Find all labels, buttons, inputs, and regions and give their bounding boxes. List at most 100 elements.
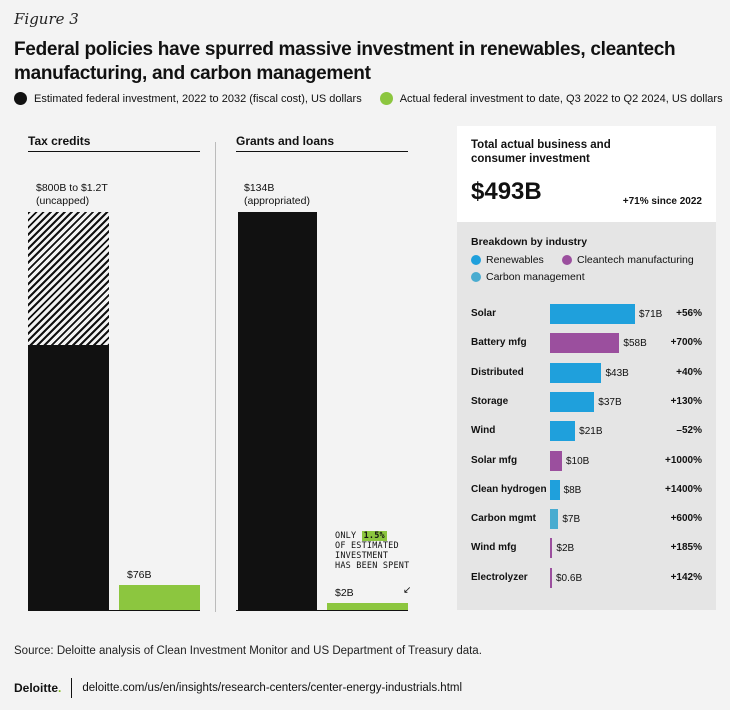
grants-heading: Grants and loans (236, 134, 335, 148)
tax-credits-estimated-label: $800B to $1.2T (uncapped) (36, 182, 108, 208)
change-label-clean-hydrogen: +1400% (665, 483, 702, 495)
cleantech-dot (562, 255, 572, 265)
change-label-solar-mfg: +1000% (665, 454, 702, 466)
note-line4: HAS BEEN SPENT (335, 561, 410, 571)
figure-label: Figure 3 (14, 10, 79, 28)
tax-est-line1: $800B to $1.2T (36, 182, 108, 194)
grants-baseline (236, 610, 408, 611)
tax-credits-rule (28, 151, 200, 152)
grants-actual-bar (327, 603, 408, 610)
bar-solar-mfg (550, 450, 562, 471)
value-label-electrolyzer: $0.6B (556, 572, 583, 584)
bar-electrolyzer (550, 567, 552, 588)
tax-credits-actual-label: $76B (127, 568, 152, 581)
change-label-carbon-mgmt: +600% (670, 513, 702, 525)
value-label-distributed: $43B (605, 367, 629, 379)
note-line2: OF ESTIMATED (335, 541, 399, 551)
note-only: ONLY (335, 531, 357, 541)
total-investment-value: $493B (471, 178, 542, 205)
change-label-distributed: +40% (676, 366, 702, 378)
footer: Deloitte. deloitte.com/us/en/insights/re… (14, 678, 462, 698)
legend-cleantech: Cleantech manufacturing (562, 254, 694, 266)
change-label-battery-mfg: +700% (670, 337, 702, 349)
cleantech-label: Cleantech manufacturing (577, 254, 694, 266)
legend-estimated: Estimated federal investment, 2022 to 20… (14, 92, 362, 105)
total-title-line1: Total actual business and (471, 139, 611, 151)
tax-credits-actual-bar (119, 584, 200, 610)
tax-credits-baseline (28, 610, 200, 611)
bar-solar (550, 304, 635, 324)
change-label-wind-mfg: +185% (670, 542, 702, 554)
bar-wind-mfg (550, 538, 553, 559)
spent-annotation: ONLY 1.5% OF ESTIMATED INVESTMENT HAS BE… (335, 531, 409, 571)
brand-text: Deloitte (14, 681, 59, 695)
footer-url[interactable]: deloitte.com/us/en/insights/research-cen… (82, 682, 463, 694)
row-label-electrolyzer: Electrolyzer (471, 571, 528, 583)
bar-wind (550, 421, 576, 442)
source-note: Source: Deloitte analysis of Clean Inves… (14, 645, 482, 657)
bar-battery-mfg (550, 333, 620, 354)
grants-actual-label: $2B (335, 587, 354, 599)
row-label-wind: Wind (471, 425, 496, 437)
carbon-dot (471, 272, 481, 282)
total-investment-title: Total actual business and consumer inves… (471, 138, 611, 166)
row-label-solar: Solar (471, 308, 497, 319)
change-label-storage: +130% (670, 395, 702, 407)
section-divider (215, 142, 216, 612)
row-label-clean-hydrogen: Clean hydrogen (471, 483, 547, 495)
legend-actual-label: Actual federal investment to date, Q3 20… (399, 92, 723, 105)
arrow-icon: ↙ (403, 585, 412, 596)
brand-dot: . (58, 681, 62, 695)
tax-credits-estimated-bar (28, 344, 109, 610)
tax-est-line2: (uncapped) (36, 195, 90, 207)
row-label-carbon-mgmt: Carbon mgmt (471, 513, 536, 525)
footer-separator (71, 678, 73, 698)
row-label-distributed: Distributed (471, 366, 524, 378)
row-label-battery-mfg: Battery mfg (471, 337, 527, 349)
tax-credits-estimated-range-bar (28, 212, 109, 345)
grants-estimated-label: $134B (appropriated) (244, 182, 310, 208)
row-label-storage: Storage (471, 395, 509, 407)
total-growth: +71% since 2022 (622, 196, 702, 207)
legend-dot-green (379, 92, 393, 105)
bar-clean-hydrogen (550, 479, 560, 500)
change-label-wind: –52% (676, 425, 702, 437)
legend-renewables: Renewables (471, 254, 544, 266)
legend-actual: Actual federal investment to date, Q3 20… (379, 92, 723, 105)
bar-carbon-mgmt (550, 509, 559, 530)
value-label-solar: $71B (639, 309, 663, 320)
grants-rule (236, 151, 408, 152)
legend-dot-black (14, 92, 27, 105)
legend: Estimated federal investment, 2022 to 20… (14, 92, 730, 105)
row-label-wind-mfg: Wind mfg (471, 542, 517, 554)
note-highlight: 1.5% (361, 531, 387, 541)
legend-estimated-label: Estimated federal investment, 2022 to 20… (34, 92, 362, 105)
tax-credits-heading: Tax credits (28, 134, 91, 148)
grants-est-line1: $134B (244, 182, 275, 194)
value-label-solar-mfg: $10B (565, 455, 590, 467)
value-label-carbon-mgmt: $7B (562, 514, 581, 526)
deloitte-logo: Deloitte. (14, 681, 61, 695)
value-label-wind-mfg: $2B (556, 543, 575, 555)
page-title: Federal policies have spurred massive in… (14, 39, 676, 84)
bar-distributed (550, 362, 602, 383)
total-title-line2: consumer investment (471, 153, 590, 165)
row-label-solar-mfg: Solar mfg (471, 454, 518, 466)
bar-storage (550, 391, 595, 412)
value-label-battery-mfg: $58B (623, 338, 647, 350)
change-label-electrolyzer: +142% (670, 571, 702, 583)
change-label-solar: +56% (676, 308, 702, 319)
note-line3: INVESTMENT (335, 551, 389, 561)
renewables-label: Renewables (486, 254, 544, 266)
grants-est-line2: (appropriated) (244, 195, 310, 207)
carbon-label: Carbon management (486, 271, 585, 283)
total-investment-card: Total actual business and consumer inves… (457, 126, 716, 222)
renewables-dot (471, 255, 481, 265)
value-label-clean-hydrogen: $8B (563, 484, 582, 496)
legend-carbon: Carbon management (471, 271, 585, 283)
breakdown-title: Breakdown by industry (471, 236, 588, 248)
grants-estimated-bar (238, 212, 317, 610)
value-label-wind: $21B (579, 426, 603, 438)
value-label-storage: $37B (598, 396, 622, 408)
industry-panel: Total actual business and consumer inves… (457, 126, 716, 610)
